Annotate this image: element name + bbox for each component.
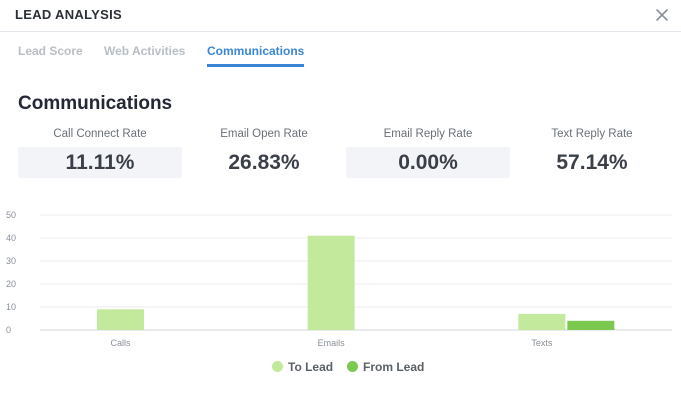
legend-swatch-from-lead (347, 361, 358, 372)
legend-label-from-lead: From Lead (363, 360, 425, 374)
y-tick-label: 50 (6, 210, 16, 220)
x-tick-label: Calls (110, 338, 131, 348)
metric-value-text-reply-rate: 57.14% (556, 151, 628, 174)
dialog-title: LEAD ANALYSIS (15, 7, 122, 22)
metric-label-text-reply-rate: Text Reply Rate (551, 128, 633, 140)
x-tick-label: Emails (318, 338, 346, 348)
close-icon (656, 9, 668, 21)
y-tick-label: 0 (6, 325, 11, 335)
tab-web-activities[interactable]: Web Activities (104, 44, 186, 58)
y-tick-label: 10 (6, 302, 16, 312)
bar-from-lead-texts (567, 320, 615, 330)
metric-value-email-reply-rate: 0.00% (346, 147, 510, 178)
communications-chart: 0 10 20 30 40 50 Calls Emails Texts (6, 210, 672, 348)
legend-item-from-lead[interactable]: From Lead (347, 360, 424, 374)
bar-to-lead-texts (518, 313, 566, 330)
tab-communications[interactable]: Communications (207, 44, 305, 67)
legend-label-to-lead: To Lead (288, 360, 334, 374)
metric-value-email-open-rate: 26.83% (228, 151, 300, 174)
y-tick-label: 20 (6, 279, 16, 289)
bar-to-lead-emails (307, 235, 355, 330)
close-button[interactable] (655, 8, 669, 22)
x-tick-label: Texts (531, 338, 553, 348)
legend-item-to-lead[interactable]: To Lead (272, 360, 333, 374)
metric-value-call-connect-rate: 11.11% (18, 147, 182, 178)
metric-label-email-reply-rate: Email Reply Rate (383, 128, 473, 140)
page-title: Communications (18, 93, 173, 114)
metric-label-call-connect-rate: Call Connect Rate (53, 128, 147, 140)
tab-lead-score[interactable]: Lead Score (18, 44, 83, 58)
y-tick-label: 40 (6, 233, 16, 243)
legend-swatch-to-lead (272, 361, 283, 372)
y-tick-label: 30 (6, 256, 16, 266)
bar-to-lead-calls (97, 309, 144, 330)
dialog-header: LEAD ANALYSIS (0, 0, 681, 32)
metric-label-email-open-rate: Email Open Rate (220, 128, 308, 140)
